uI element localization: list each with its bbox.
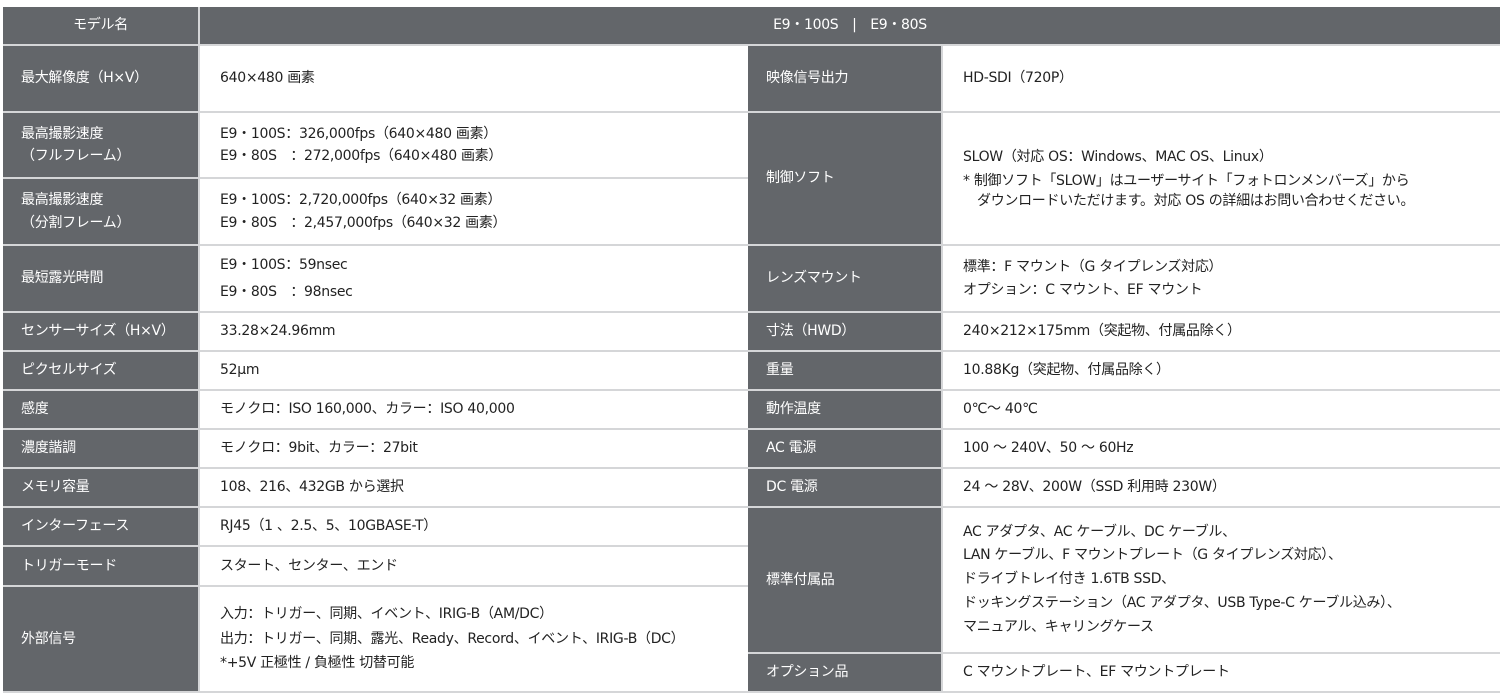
row-label: センサーサイズ（H×V） — [3, 313, 200, 352]
row-value: HD-SDI（720P） — [943, 46, 1500, 113]
row-value: RJ45（1 、2.5、5、10GBASE-T） — [200, 508, 748, 547]
row-label: DC 電源 — [748, 469, 943, 508]
value-line: *+5V 正極性 / 負極性 切替可能 — [220, 655, 415, 672]
row-value: モノクロ：ISO 160,000、カラー：ISO 40,000 — [200, 391, 748, 430]
value-line: オプション：C マウント、EF マウント — [963, 281, 1203, 298]
row-label: 重量 — [748, 352, 943, 391]
row-value: スタート、センター、エンド — [200, 547, 748, 587]
row-label: インターフェース — [3, 508, 200, 547]
row-value: 10.88Kg（突起物、付属品除く） — [943, 352, 1500, 391]
row-value: 入力：トリガー、同期、イベント、IRIG-B（AM/DC） 出力：トリガー、同期、… — [200, 587, 748, 693]
value-line: E9・100S：326,000fps（640×480 画素） — [220, 125, 497, 142]
spec-table: モデル名 E9・100S | E9・80S 最大解像度（H×V） 640×480… — [3, 7, 1500, 693]
row-label: メモリ容量 — [3, 469, 200, 508]
value-line: 640×480 画素 — [220, 70, 315, 87]
header-model-names: E9・100S | E9・80S — [200, 7, 1500, 46]
row-value: E9・100S：2,720,000fps（640×32 画素） E9・80S ：2… — [200, 179, 748, 246]
row-value: 52µm — [200, 352, 748, 391]
row-label: 寸法（HWD） — [748, 313, 943, 352]
row-value: E9・100S：326,000fps（640×480 画素） E9・80S ：27… — [200, 113, 748, 179]
row-value: 108、216、432GB から選択 — [200, 469, 748, 508]
row-label: ピクセルサイズ — [3, 352, 200, 391]
row-label: 感度 — [3, 391, 200, 430]
row-value: SLOW（対応 OS：Windows、MAC OS、Linux） * 制御ソフト「… — [943, 113, 1500, 246]
value-line: マニュアル、キャリングケース — [963, 618, 1154, 635]
row-label: 濃度諧調 — [3, 430, 200, 469]
value-line: SLOW（対応 OS：Windows、MAC OS、Linux） — [963, 148, 1273, 165]
row-label: オプション品 — [748, 654, 943, 693]
value-line: 入力：トリガー、同期、イベント、IRIG-B（AM/DC） — [220, 606, 553, 623]
value-line: 出力：トリガー、同期、露光、Ready、Record、イベント、IRIG-B（D… — [220, 630, 685, 647]
label-line: （フルフレーム） — [21, 148, 131, 164]
note-line: ダウンロードいただけます。対応 OS の詳細はお問い合わせください。 — [977, 192, 1415, 209]
value-line: AC アダプタ、AC ケーブル、DC ケーブル、 — [963, 523, 1236, 540]
row-value: 24 ～ 28V、200W（SSD 利用時 230W） — [943, 469, 1500, 508]
row-value: E9・100S：59nsec E9・80S ：98nsec — [200, 246, 748, 313]
row-value: モノクロ：9bit、カラー：27bit — [200, 430, 748, 469]
value-line: ドッキングステーション（AC アダプタ、USB Type-C ケーブル込み）、 — [963, 594, 1401, 611]
label-line: （分割フレーム） — [21, 214, 131, 231]
row-value: AC アダプタ、AC ケーブル、DC ケーブル、 LAN ケーブル、F マウントプ… — [943, 508, 1500, 654]
label-line: 最高撮影速度 — [21, 192, 104, 209]
row-label: 最短露光時間 — [3, 246, 200, 313]
value-line: E9・80S ：98nsec — [220, 283, 353, 300]
row-value: C マウントプレート、EF マウントプレート — [943, 654, 1500, 693]
row-label: レンズマウント — [748, 246, 943, 313]
value-line: E9・100S：2,720,000fps（640×32 画素） — [220, 192, 502, 209]
value-line: 標準：F マウント（G タイプレンズ対応） — [963, 259, 1223, 276]
label-line: 最高撮影速度 — [21, 125, 104, 142]
header-model-label: モデル名 — [3, 7, 200, 46]
row-value: 240×212×175mm（突起物、付属品除く） — [943, 313, 1500, 352]
row-label: 最高撮影速度 （フルフレーム） — [3, 113, 200, 179]
row-label: 映像信号出力 — [748, 46, 943, 113]
row-label: 制御ソフト — [748, 113, 943, 246]
row-value: 0℃～ 40℃ — [943, 391, 1500, 430]
row-value: 33.28×24.96mm — [200, 313, 748, 352]
value-line: E9・80S ：272,000fps（640×480 画素） — [220, 148, 503, 164]
row-label: 最高撮影速度 （分割フレーム） — [3, 179, 200, 246]
row-label: 外部信号 — [3, 587, 200, 693]
row-label: トリガーモード — [3, 547, 200, 587]
row-value: 100 ～ 240V、50 ～ 60Hz — [943, 430, 1500, 469]
row-value: 640×480 画素 — [200, 46, 748, 113]
row-value: 標準：F マウント（G タイプレンズ対応） オプション：C マウント、EF マウン… — [943, 246, 1500, 313]
value-line: E9・100S：59nsec — [220, 256, 348, 273]
value-line: E9・80S ：2,457,000fps（640×32 画素） — [220, 214, 507, 231]
value-line: LAN ケーブル、F マウントプレート（G タイプレンズ対応）、 — [963, 547, 1342, 564]
row-label: 標準付属品 — [748, 508, 943, 654]
row-label: 動作温度 — [748, 391, 943, 430]
row-label: 最大解像度（H×V） — [3, 46, 200, 113]
note-line: * 制御ソフト「SLOW」はユーザーサイト「フォトロンメンバーズ」から — [963, 173, 1410, 190]
row-label: AC 電源 — [748, 430, 943, 469]
value-line: ドライブトレイ付き 1.6TB SSD、 — [963, 571, 1175, 588]
